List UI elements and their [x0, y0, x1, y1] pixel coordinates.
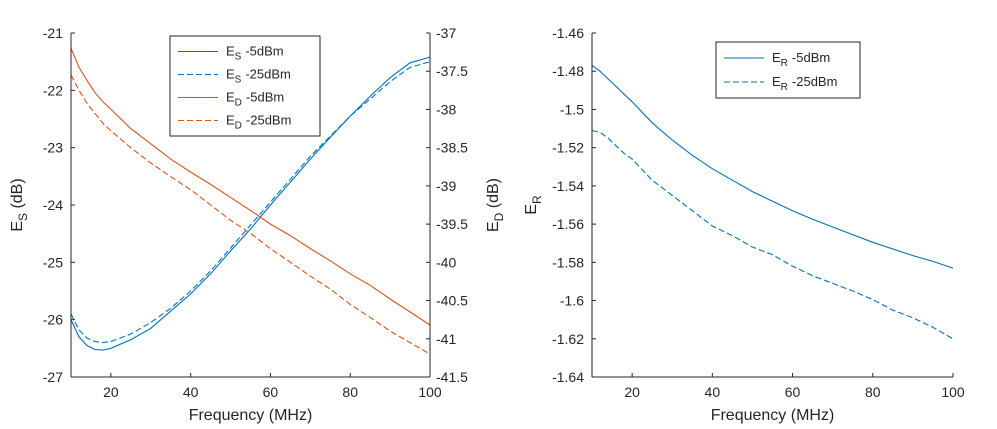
- y-tick-label-right: -38.5: [436, 140, 468, 156]
- series-line-right-0: [591, 65, 954, 269]
- y-axis-label-left: ES (dB): [9, 178, 30, 231]
- y-tick-label-left: -22: [43, 82, 63, 98]
- legend-entry-sub: S: [235, 75, 242, 86]
- y-tick-label-left: -1.54: [552, 178, 584, 194]
- y-tick-label-right: -41.5: [436, 369, 468, 385]
- legend-entry-name: -5dBm: [246, 90, 284, 105]
- legend-box: [169, 35, 321, 137]
- y-tick-label-right: -38: [436, 101, 456, 117]
- y-axis-label-right-rest: (dB): [485, 178, 502, 213]
- legend-entry-name: -25dBm: [246, 113, 292, 128]
- y-tick-label-left: -1.5: [560, 101, 584, 117]
- y-tick-label-right: -37: [436, 25, 456, 41]
- series-line-right-1: [591, 129, 954, 340]
- y-axis-label-right-sub: D: [492, 212, 506, 221]
- legend-entry-name: -25dBm: [245, 67, 291, 82]
- legend-entry-sub: S: [235, 52, 242, 63]
- y-tick-label-left: -1.6: [560, 293, 584, 309]
- legend-entry-sub: R: [781, 82, 788, 93]
- legend-entry-sub: D: [235, 98, 242, 109]
- x-tick-label: 20: [103, 384, 119, 400]
- x-tick-label: 40: [705, 384, 721, 400]
- legend-box: [715, 41, 861, 99]
- legend-entry-sub: D: [235, 121, 242, 132]
- legend-entry-name: -25dBm: [792, 74, 838, 89]
- x-tick-label: 60: [785, 384, 801, 400]
- y-tick-label-right: -37.5: [436, 63, 468, 79]
- series-line-left-2: [70, 48, 431, 326]
- legend-entry-main: E: [772, 50, 781, 65]
- legend-entry-main: E: [226, 67, 235, 82]
- x-tick-label: 100: [941, 384, 965, 400]
- y-tick-label-right: -40.5: [436, 293, 468, 309]
- x-axis-label: Frequency (MHz): [189, 407, 313, 424]
- x-tick-label: 80: [342, 384, 358, 400]
- legend-entry-sub: R: [781, 58, 788, 69]
- y-tick-label-right: -39: [436, 178, 456, 194]
- y-axis-label-left: ER: [523, 195, 544, 215]
- y-tick-label-left: -1.64: [552, 369, 584, 385]
- legend-entry-main: E: [226, 113, 235, 128]
- legend-entry: ER -5dBm: [772, 50, 830, 69]
- legend-entry-main: E: [226, 90, 235, 105]
- x-tick-label: 20: [624, 384, 640, 400]
- y-tick-label-left: -1.46: [552, 25, 584, 41]
- chart-left: 20 40 60 80 100 Frequency (MHz) -21 -22 -23 -24 -2…: [9, 25, 506, 424]
- legend-entry-main: E: [226, 44, 235, 59]
- legend-entry: ED -25dBm: [226, 113, 291, 132]
- y-tick-label-left: -1.52: [552, 140, 584, 156]
- x-tick-label: 80: [865, 384, 881, 400]
- y-tick-label-left: -24: [43, 197, 63, 213]
- x-axis-label: Frequency (MHz): [711, 407, 835, 424]
- y-tick-label-left: -21: [43, 25, 63, 41]
- y-axis-label-left-main: E: [9, 221, 26, 232]
- y-tick-label-left: -26: [43, 312, 63, 328]
- x-tick-label: 100: [418, 384, 442, 400]
- y-tick-label-left: -1.62: [552, 331, 584, 347]
- y-tick-label-left: -1.56: [552, 216, 584, 232]
- y-tick-label-right: -40: [436, 254, 456, 270]
- x-tick-label: 60: [263, 384, 279, 400]
- y-axis-label-left-main: E: [523, 204, 540, 215]
- y-tick-label-right: -41: [436, 331, 456, 347]
- y-tick-label-left: -1.48: [552, 63, 584, 79]
- y-tick-label-left: -27: [43, 369, 63, 385]
- legend-entry: ES -5dBm: [226, 44, 284, 63]
- legend-entry-main: E: [772, 74, 781, 89]
- legend-entry: ED -5dBm: [226, 90, 284, 109]
- series-line-left-1: [70, 61, 431, 344]
- y-axis-label-left-sub: S: [16, 213, 30, 221]
- chart-right: 20 40 60 80 100 Frequency (MHz) -1.46 -1.48 -1.5…: [523, 25, 965, 424]
- y-axis-label-right-main: E: [485, 221, 502, 232]
- y-axis-label-right: ED (dB): [485, 178, 506, 232]
- legend-entry: ER -25dBm: [772, 74, 837, 93]
- legend-entry: ES -25dBm: [226, 67, 291, 86]
- y-tick-label-left: -1.58: [552, 254, 584, 270]
- x-tick-label: 40: [183, 384, 199, 400]
- legend-entry-name: -5dBm: [245, 44, 283, 59]
- series-line-left-0: [70, 56, 431, 351]
- y-axis-label-left-rest: (dB): [9, 178, 26, 213]
- legend-entry-name: -5dBm: [792, 50, 830, 65]
- y-tick-label-right: -39.5: [436, 216, 468, 232]
- y-tick-label-left: -23: [43, 140, 63, 156]
- y-tick-label-left: -25: [43, 254, 63, 270]
- y-axis-label-left-sub: R: [530, 195, 544, 204]
